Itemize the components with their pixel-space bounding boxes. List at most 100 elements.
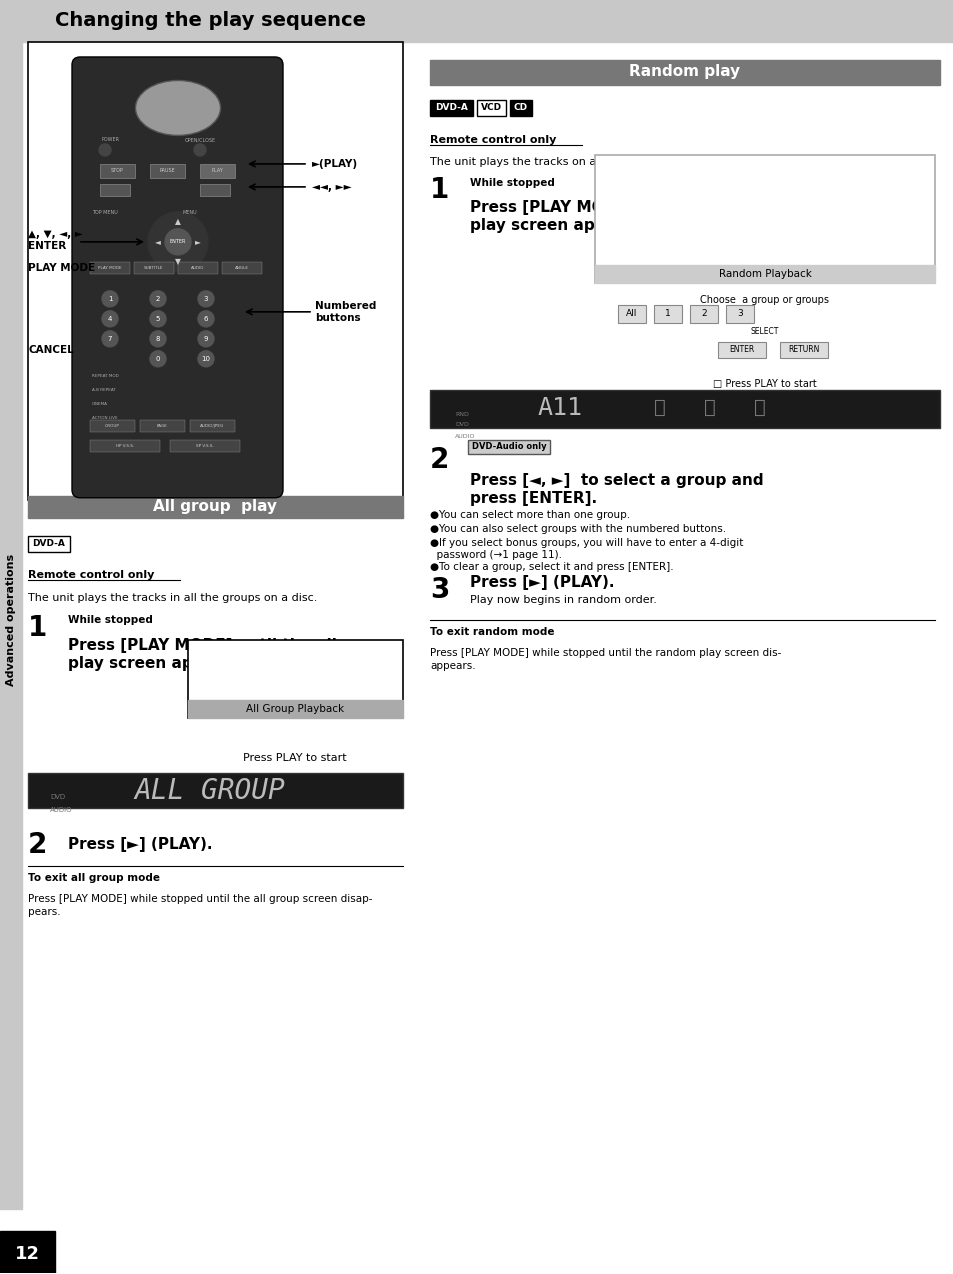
Text: Press PLAY to start: Press PLAY to start: [243, 753, 347, 763]
Text: STOP: STOP: [111, 168, 123, 173]
Bar: [430, 60, 939, 85]
Text: 7: 7: [108, 336, 112, 341]
Text: DVD-Audio only: DVD-Audio only: [471, 442, 546, 451]
Text: SELECT: SELECT: [750, 327, 779, 336]
Text: Changing the play sequence: Changing the play sequence: [55, 11, 366, 31]
Text: 0: 0: [155, 355, 160, 362]
Text: ◄◄, ►►: ◄◄, ►►: [312, 182, 352, 192]
Bar: [0, 0, 953, 42]
Text: ●To clear a group, select it and press [ENTER].: ●To clear a group, select it and press […: [430, 562, 673, 572]
Text: RQT6270: RQT6270: [8, 1264, 47, 1273]
Text: All: All: [626, 310, 637, 318]
Text: To exit random mode: To exit random mode: [430, 627, 554, 637]
Text: 1: 1: [664, 310, 670, 318]
Text: 2: 2: [155, 296, 160, 302]
Text: ▲, ▼, ◄, ►
ENTER: ▲, ▼, ◄, ► ENTER: [28, 229, 83, 251]
Text: Random Playback: Random Playback: [718, 269, 811, 279]
Text: Numbered
buttons: Numbered buttons: [314, 301, 376, 322]
Text: 5: 5: [155, 316, 160, 322]
Text: ANGLE: ANGLE: [234, 266, 249, 270]
Bar: [100, 164, 135, 178]
Text: 个: 个: [753, 399, 765, 418]
Text: 1: 1: [430, 176, 449, 204]
Text: 6: 6: [204, 316, 208, 322]
Text: e.g.DVD-Audio
(three groups): e.g.DVD-Audio (three groups): [661, 248, 738, 270]
Text: 10: 10: [201, 355, 211, 362]
Circle shape: [102, 331, 118, 347]
Bar: [150, 164, 185, 178]
Bar: [595, 265, 934, 283]
Circle shape: [198, 350, 213, 367]
Bar: [188, 640, 402, 717]
Text: The unit plays the tracks on a disc in random order.: The unit plays the tracks on a disc in r…: [430, 157, 718, 167]
Text: CD: CD: [514, 103, 528, 112]
Text: While stopped: While stopped: [470, 178, 555, 187]
Text: Press [PLAY MODE] while stopped until the all group screen disap-
pears.: Press [PLAY MODE] while stopped until th…: [28, 893, 372, 917]
Text: 3: 3: [430, 576, 449, 604]
Text: DVD-A: DVD-A: [435, 103, 468, 112]
Circle shape: [198, 290, 213, 307]
Circle shape: [150, 290, 166, 307]
Bar: [190, 420, 234, 432]
Bar: [430, 390, 939, 428]
Bar: [188, 699, 402, 717]
Text: ◄: ◄: [155, 237, 161, 246]
Text: AUDIO/JPEG: AUDIO/JPEG: [200, 424, 224, 428]
Text: ●You can select more than one group.: ●You can select more than one group.: [430, 510, 630, 520]
Bar: [0, 42, 22, 1209]
Text: Random play: Random play: [629, 65, 740, 79]
Text: VCD: VCD: [480, 103, 501, 112]
Bar: [178, 262, 218, 274]
Text: PAGE: PAGE: [156, 424, 168, 428]
Text: RETURN: RETURN: [787, 345, 819, 354]
Bar: [780, 341, 827, 358]
Text: PLAY MODE: PLAY MODE: [28, 262, 95, 273]
Text: ►: ►: [194, 237, 201, 246]
Text: ALL GROUP: ALL GROUP: [134, 777, 285, 805]
Bar: [90, 420, 135, 432]
Circle shape: [148, 211, 208, 271]
Text: 2: 2: [28, 831, 48, 859]
Text: 12: 12: [14, 1246, 39, 1264]
Text: All group  play: All group play: [152, 499, 276, 515]
Text: HP V.S.S.: HP V.S.S.: [116, 443, 134, 447]
Bar: [654, 304, 681, 322]
Bar: [200, 183, 230, 196]
Circle shape: [102, 311, 118, 327]
Ellipse shape: [135, 80, 220, 135]
Text: AUDIO: AUDIO: [50, 806, 72, 813]
Text: TOP MENU: TOP MENU: [92, 210, 118, 215]
Circle shape: [150, 311, 166, 327]
Bar: [140, 420, 185, 432]
Text: To exit all group mode: To exit all group mode: [28, 873, 160, 883]
Text: Press [PLAY MODE] while stopped until the random play screen dis-
appears.: Press [PLAY MODE] while stopped until th…: [430, 647, 781, 671]
Text: Remote control only: Remote control only: [430, 135, 556, 145]
Text: 3: 3: [204, 296, 208, 302]
Circle shape: [193, 144, 206, 155]
Text: 2: 2: [430, 446, 449, 474]
Text: 3: 3: [737, 310, 742, 318]
Text: PLAY MODE: PLAY MODE: [98, 266, 122, 270]
Text: A-B REPEAT: A-B REPEAT: [91, 387, 115, 392]
Text: SP V.S.S.: SP V.S.S.: [196, 443, 213, 447]
Text: 4: 4: [108, 316, 112, 322]
Text: GROUP: GROUP: [105, 424, 119, 428]
Bar: [28, 772, 402, 808]
Circle shape: [198, 331, 213, 347]
Text: Press [PLAY MODE] until the random
play screen appears.: Press [PLAY MODE] until the random play …: [470, 200, 783, 233]
Circle shape: [99, 144, 111, 155]
Text: MENU: MENU: [182, 210, 197, 215]
Text: Advanced operations: Advanced operations: [6, 554, 16, 685]
Text: Choose  a group or groups: Choose a group or groups: [700, 294, 828, 304]
Bar: [90, 440, 160, 452]
Text: PLAY: PLAY: [211, 168, 223, 173]
Text: The unit plays the tracks in all the groups on a disc.: The unit plays the tracks in all the gro…: [28, 592, 317, 603]
Text: SUBTITLE: SUBTITLE: [144, 266, 164, 270]
Text: □ Press PLAY to start: □ Press PLAY to start: [713, 378, 816, 389]
Text: Press [◄, ►]  to select a group and
press [ENTER].: Press [◄, ►] to select a group and press…: [470, 473, 762, 506]
Circle shape: [198, 311, 213, 327]
Text: ENTER: ENTER: [170, 240, 186, 245]
Text: REPEAT MOD: REPEAT MOD: [91, 373, 118, 378]
Bar: [28, 496, 402, 517]
FancyBboxPatch shape: [71, 57, 283, 498]
